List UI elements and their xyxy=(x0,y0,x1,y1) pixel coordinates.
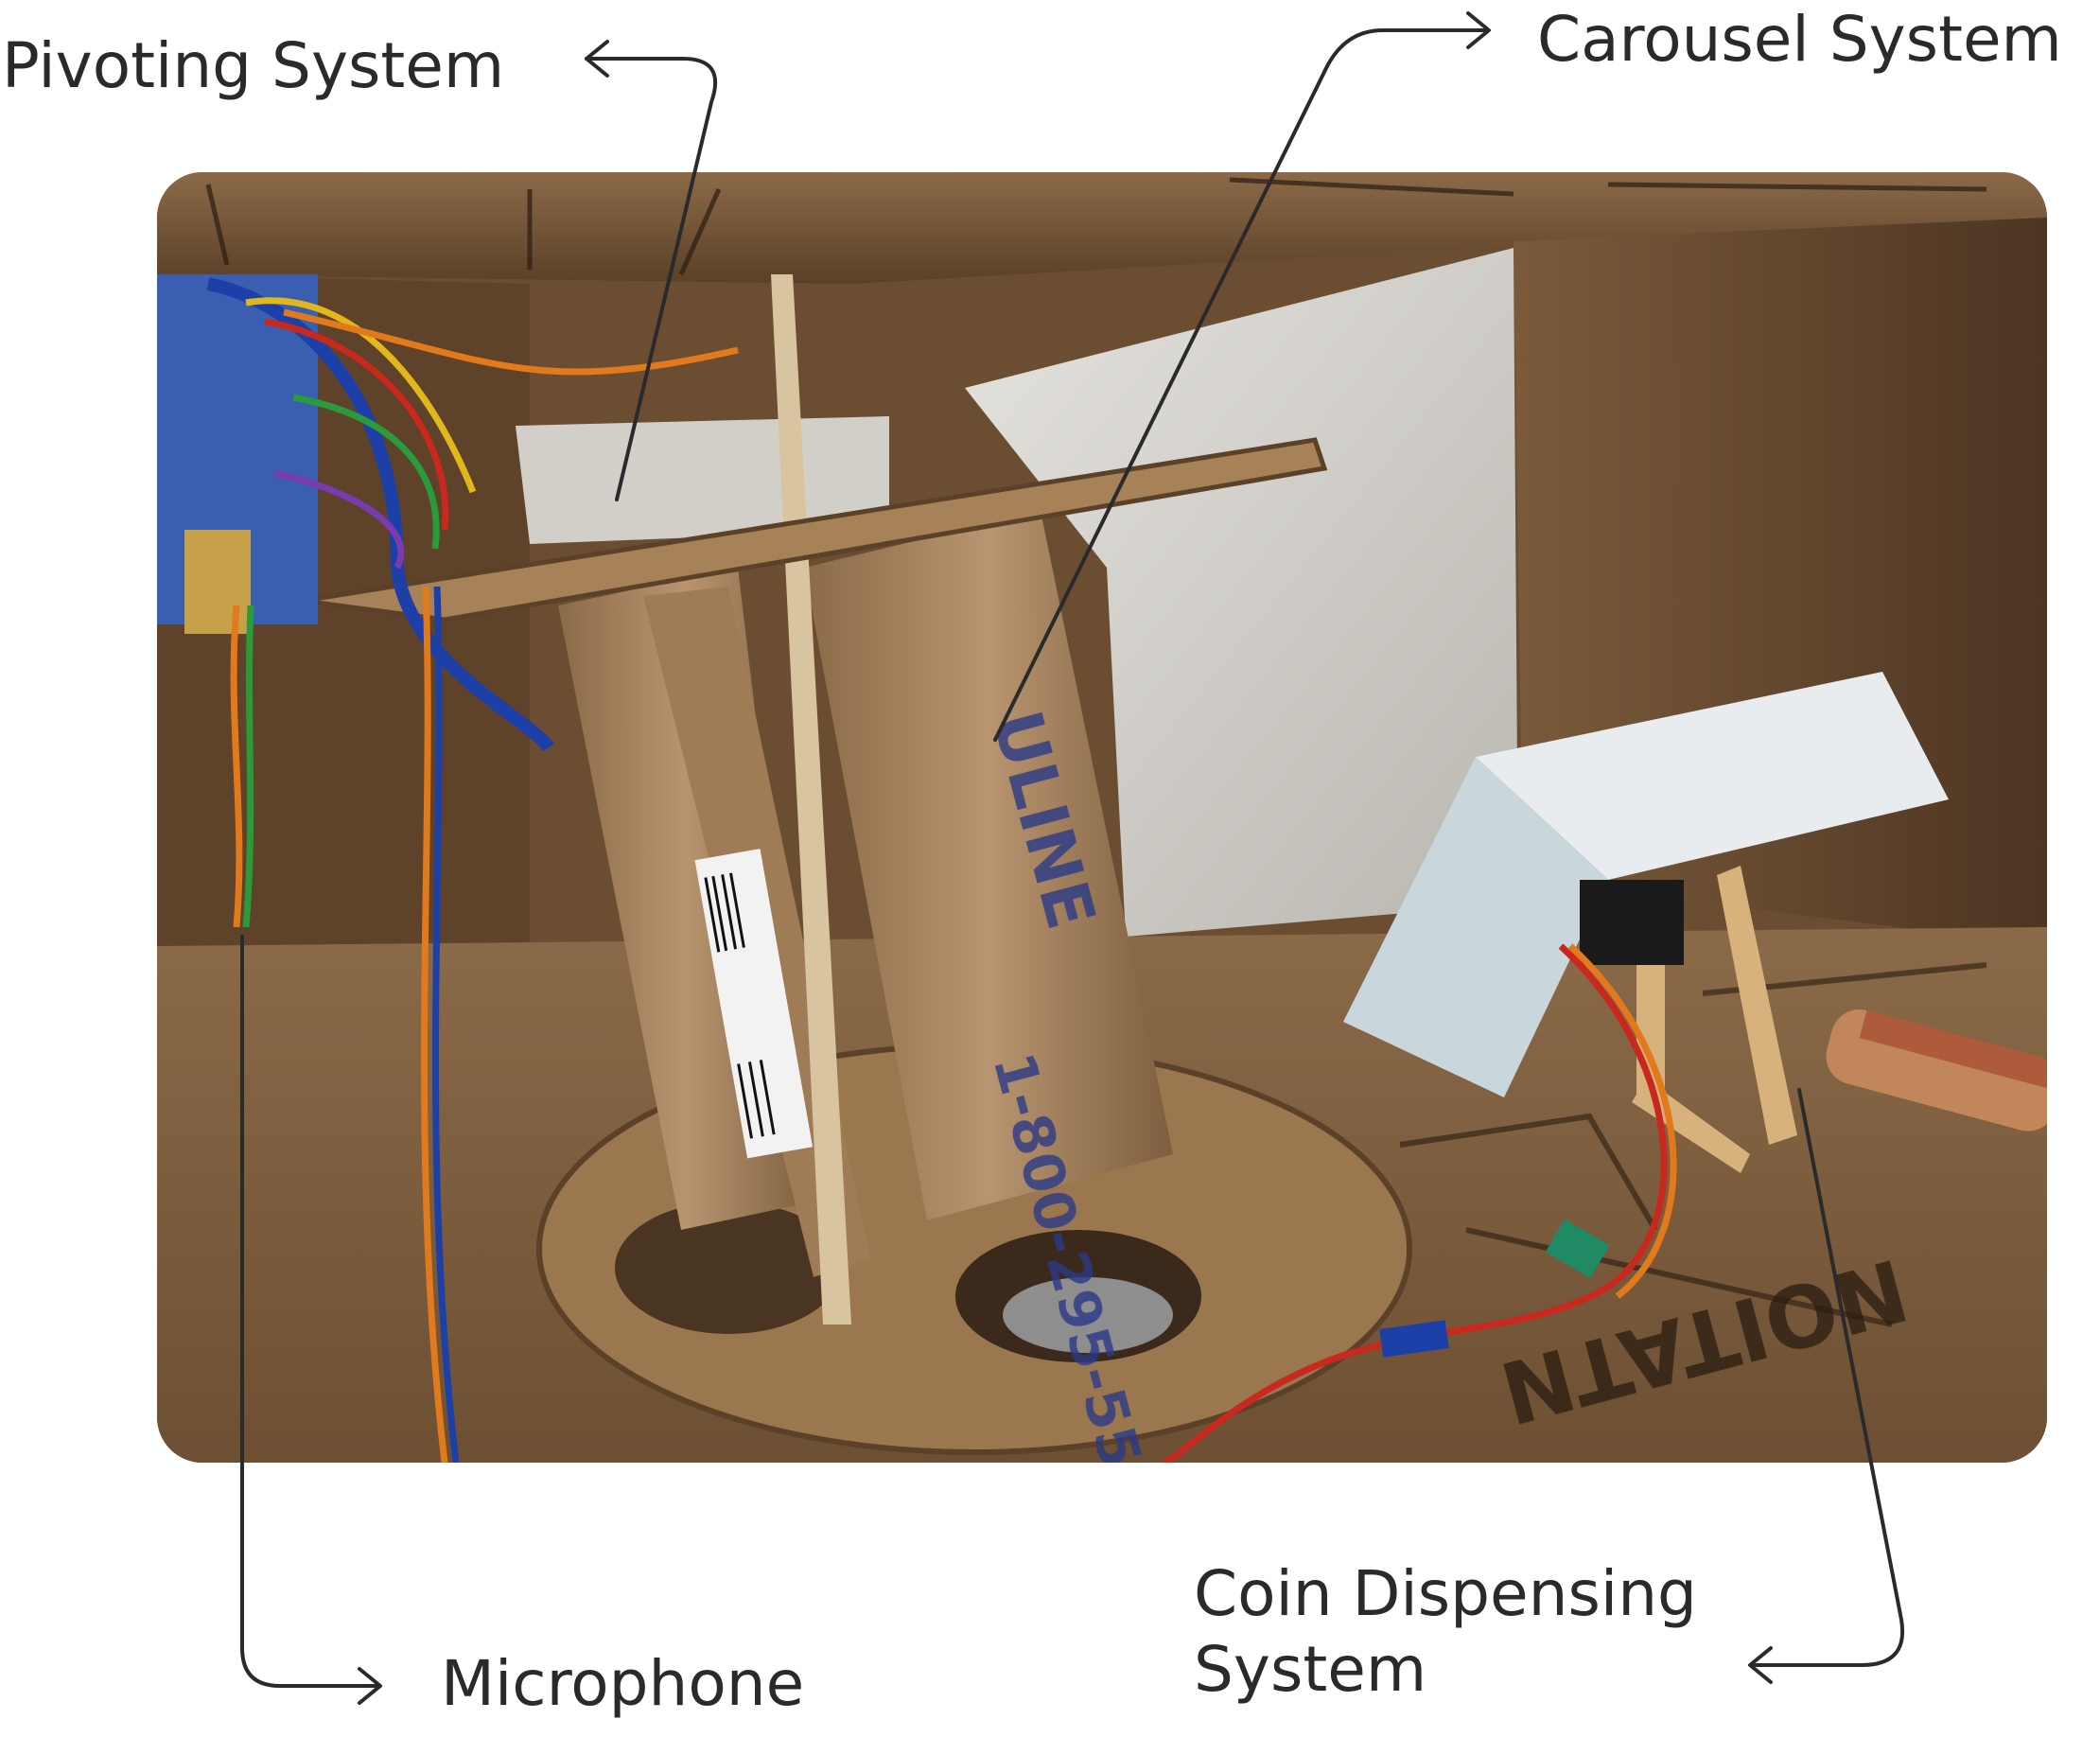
annotation-leaders xyxy=(240,11,1905,1705)
label-coin-dispensing-system: Coin Dispensing System xyxy=(1194,1556,1697,1708)
label-coin-line2: System xyxy=(1194,1633,1427,1706)
prototype-photo: PRODUCT NOITATN ULINE 1-800-295-5510 xyxy=(157,172,2047,1463)
label-microphone: Microphone xyxy=(441,1647,805,1720)
label-coin-line1: Coin Dispensing xyxy=(1194,1557,1697,1630)
coin-leader xyxy=(1750,1088,1905,1667)
coin-arrowhead xyxy=(1748,1646,1773,1684)
label-pivoting-system: Pivoting System xyxy=(2,29,505,102)
microphone-arrowhead xyxy=(358,1667,382,1705)
carousel-leader xyxy=(993,28,1489,742)
pivoting-leader xyxy=(585,57,718,501)
microphone-leader xyxy=(240,935,380,1688)
carousel-arrowhead xyxy=(1466,11,1491,49)
label-carousel-system: Carousel System xyxy=(1537,3,2062,76)
pivoting-arrowhead xyxy=(585,40,609,78)
